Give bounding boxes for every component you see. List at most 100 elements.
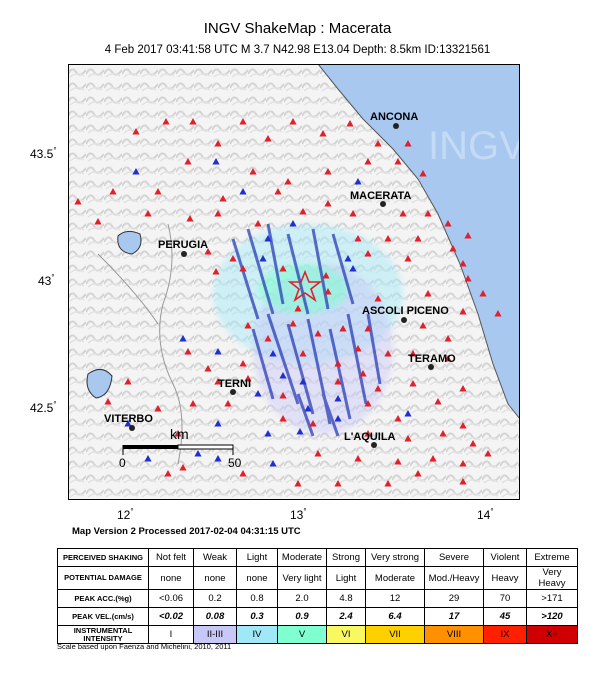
seismic-station-icon <box>299 208 307 215</box>
row-header: INSTRUMENTAL INTENSITY <box>57 625 149 644</box>
lake-bolsena <box>86 369 113 399</box>
accelerometer-station-icon <box>349 265 357 272</box>
city-perugia: PERUGIA <box>158 239 208 257</box>
accelerometer-station-icon <box>296 428 304 435</box>
legend-cell: Very strong <box>365 548 425 567</box>
legend-cell: 4.8 <box>326 589 366 608</box>
accelerometer-station-icon <box>334 395 342 402</box>
seismic-station-icon <box>409 350 417 357</box>
lat-tick: 42.5° <box>30 400 57 415</box>
seismic-station-icon <box>186 215 194 222</box>
seismic-station-icon <box>424 290 432 297</box>
seismic-station-icon <box>214 210 222 217</box>
seismic-station-icon <box>212 268 220 275</box>
seismic-station-icon <box>284 178 292 185</box>
seismic-station-icon <box>294 480 302 487</box>
accelerometer-station-icon <box>212 158 220 165</box>
legend-cell: 0.2 <box>193 589 237 608</box>
watermark: INGV <box>428 124 520 168</box>
seismic-station-icon <box>449 245 457 252</box>
seismic-station-icon <box>464 232 472 239</box>
seismic-station-icon <box>394 458 402 465</box>
legend-cell: >120 <box>526 607 578 626</box>
legend-row-acc: PEAK ACC.(%g) <0.06 0.2 0.8 2.0 4.8 12 2… <box>57 589 578 608</box>
city-ancona: ANCONA <box>370 111 418 129</box>
shakemap: INGV ANCONA MACERATA PERUGIA ASCOLI PICE <box>68 64 520 500</box>
legend-cell: Weak <box>193 548 237 567</box>
seismic-station-icon <box>374 295 382 302</box>
intensity-cell: X+ <box>526 625 578 644</box>
seismic-station-icon <box>354 235 362 242</box>
seismic-station-icon <box>219 195 227 202</box>
accelerometer-station-icon <box>264 430 272 437</box>
seismic-station-icon <box>314 450 322 457</box>
seismic-station-icon <box>459 422 467 429</box>
scale-min: 0 <box>119 456 126 470</box>
version-line: Map Version 2 Processed 2017-02-04 04:31… <box>72 526 301 537</box>
seismic-station-icon <box>174 430 182 437</box>
seismic-station-icon <box>364 158 372 165</box>
seismic-station-icon <box>364 250 372 257</box>
accelerometer-station-icon <box>404 410 412 417</box>
seismic-station-icon <box>289 118 297 125</box>
city-label: VITERBO <box>104 413 153 425</box>
seismic-station-icon <box>464 275 472 282</box>
seismic-station-icon <box>154 405 162 412</box>
seismic-station-icon <box>419 170 427 177</box>
seismic-station-icon <box>189 118 197 125</box>
accelerometer-station-icon <box>179 335 187 342</box>
accelerometer-station-icon <box>264 235 272 242</box>
seismic-station-icon <box>414 235 422 242</box>
city-laquila: L'AQUILA <box>344 431 396 448</box>
accelerometer-station-icon <box>289 220 297 227</box>
seismic-station-icon <box>364 325 372 332</box>
seismic-station-icon <box>346 120 354 127</box>
seismic-station-icon <box>394 415 402 422</box>
city-label: ASCOLI PICENO <box>362 305 449 317</box>
legend-cell: Mod./Heavy <box>424 566 484 590</box>
intensity-cell: VI <box>326 625 366 644</box>
seismic-station-icon <box>429 455 437 462</box>
seismic-station-icon <box>349 210 357 217</box>
seismic-station-icon <box>439 430 447 437</box>
river <box>97 253 159 325</box>
city-label: TERAMO <box>408 353 456 365</box>
seismic-station-icon <box>204 248 212 255</box>
accelerometer-station-icon <box>354 178 362 185</box>
seismic-station-icon <box>109 188 117 195</box>
intensity-cell: VII <box>365 625 425 644</box>
seismic-station-icon <box>279 415 287 422</box>
seismic-station-icon <box>459 478 467 485</box>
seismic-station-icon <box>494 310 502 317</box>
legend-cell: Severe <box>424 548 484 567</box>
city-label: ANCONA <box>370 111 418 123</box>
city-label: MACERATA <box>350 190 411 202</box>
seismic-station-icon <box>404 140 412 147</box>
legend-row-intensity: INSTRUMENTAL INTENSITY I II-III IV V VI … <box>57 625 578 644</box>
seismic-station-icon <box>164 470 172 477</box>
shaking-streaks <box>231 223 382 437</box>
seismic-station-icon <box>294 305 302 312</box>
legend-cell: 0.9 <box>277 607 327 626</box>
lon-tick: 12° <box>117 507 134 522</box>
legend-cell: 29 <box>424 589 484 608</box>
lon-tick: 13° <box>290 507 307 522</box>
legend-cell: <0.02 <box>148 607 194 626</box>
seismic-station-icon <box>459 308 467 315</box>
river <box>159 223 183 465</box>
seismic-station-icon <box>309 420 317 427</box>
seismic-station-icon <box>444 355 452 362</box>
legend-cell: 2.0 <box>277 589 327 608</box>
legend-cell: 6.4 <box>365 607 425 626</box>
seismic-station-icon <box>239 118 247 125</box>
seismic-station-icon <box>244 375 252 382</box>
station-markers <box>74 118 502 487</box>
intensity-cell: IX <box>483 625 527 644</box>
legend-cell: 12 <box>365 589 425 608</box>
seismic-station-icon <box>334 480 342 487</box>
accelerometer-station-icon <box>239 188 247 195</box>
seismic-station-icon <box>384 480 392 487</box>
scale-unit: km <box>170 426 189 442</box>
legend-cell: none <box>236 566 278 590</box>
seismic-station-icon <box>354 345 362 352</box>
